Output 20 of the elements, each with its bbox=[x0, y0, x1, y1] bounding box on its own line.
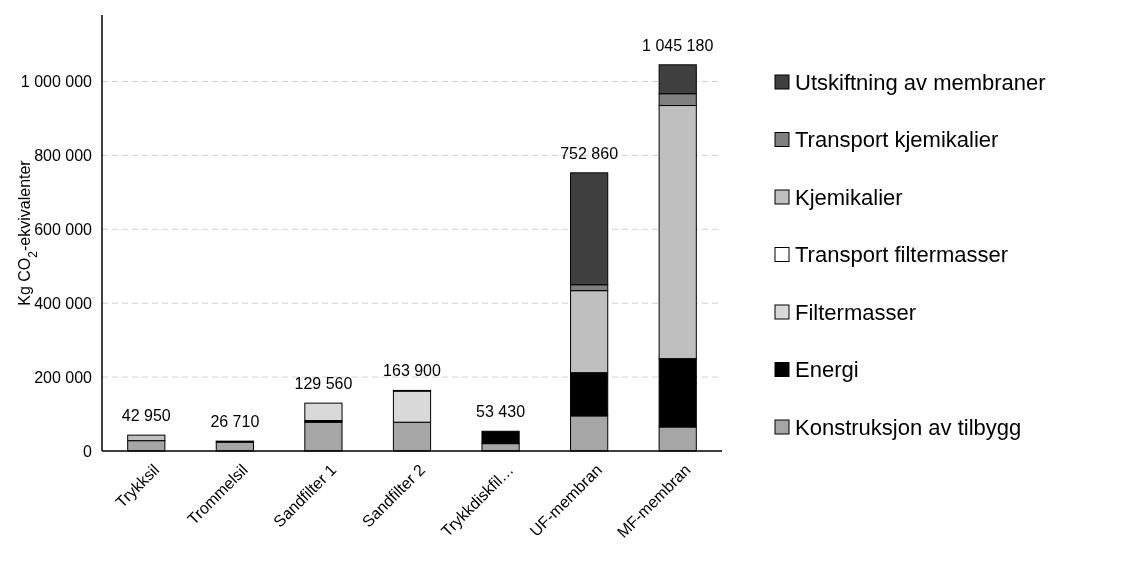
total-label: 26 710 bbox=[210, 413, 260, 431]
y-tick-label: 200 000 bbox=[34, 368, 93, 386]
legend-label: Filtermasser bbox=[795, 299, 917, 325]
total-label: 163 900 bbox=[383, 362, 442, 380]
total-label: 129 560 bbox=[294, 375, 353, 393]
y-tick-label: 800 000 bbox=[34, 147, 93, 165]
legend-label: Konstruksjon av tilbygg bbox=[795, 414, 1022, 440]
legend-label: Transport kjemikalier bbox=[795, 127, 999, 153]
total-label: 42 950 bbox=[121, 407, 171, 425]
legend-label: Utskiftning av membraner bbox=[795, 69, 1046, 95]
legend-label: Energi bbox=[795, 357, 859, 383]
total-label: 1 045 180 bbox=[642, 36, 714, 54]
y-tick-label: 400 000 bbox=[34, 294, 93, 312]
total-label: 53 430 bbox=[476, 403, 526, 421]
total-label: 752 860 bbox=[560, 144, 619, 162]
legend-label: Transport filtermasser bbox=[795, 242, 1009, 268]
y-tick-label: 0 bbox=[83, 442, 93, 460]
legend-label: Kjemikalier bbox=[795, 184, 903, 210]
y-tick-label: 600 000 bbox=[34, 220, 93, 238]
y-tick-label: 1 000 000 bbox=[20, 73, 93, 91]
